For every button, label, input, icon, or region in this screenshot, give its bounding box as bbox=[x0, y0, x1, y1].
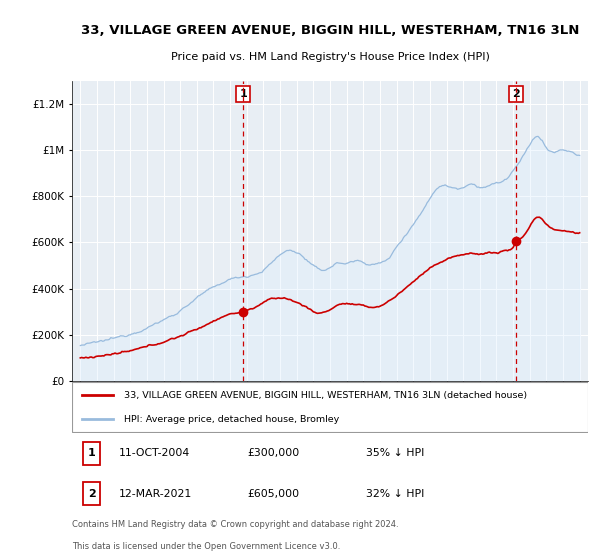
Text: 33, VILLAGE GREEN AVENUE, BIGGIN HILL, WESTERHAM, TN16 3LN: 33, VILLAGE GREEN AVENUE, BIGGIN HILL, W… bbox=[81, 25, 579, 38]
Text: 2: 2 bbox=[512, 89, 520, 99]
FancyBboxPatch shape bbox=[83, 442, 100, 465]
Text: 35% ↓ HPI: 35% ↓ HPI bbox=[366, 449, 424, 458]
Text: £605,000: £605,000 bbox=[247, 489, 299, 499]
Text: 11-OCT-2004: 11-OCT-2004 bbox=[118, 449, 190, 458]
Text: HPI: Average price, detached house, Bromley: HPI: Average price, detached house, Brom… bbox=[124, 414, 339, 423]
FancyBboxPatch shape bbox=[72, 382, 588, 432]
Text: Price paid vs. HM Land Registry's House Price Index (HPI): Price paid vs. HM Land Registry's House … bbox=[170, 52, 490, 62]
Text: 1: 1 bbox=[239, 89, 247, 99]
Text: 1: 1 bbox=[88, 449, 95, 458]
Text: 2: 2 bbox=[88, 489, 95, 499]
Text: Contains HM Land Registry data © Crown copyright and database right 2024.: Contains HM Land Registry data © Crown c… bbox=[72, 520, 398, 529]
FancyBboxPatch shape bbox=[83, 482, 100, 505]
Text: 32% ↓ HPI: 32% ↓ HPI bbox=[366, 489, 424, 499]
Text: 12-MAR-2021: 12-MAR-2021 bbox=[118, 489, 191, 499]
Text: £300,000: £300,000 bbox=[247, 449, 299, 458]
Text: 33, VILLAGE GREEN AVENUE, BIGGIN HILL, WESTERHAM, TN16 3LN (detached house): 33, VILLAGE GREEN AVENUE, BIGGIN HILL, W… bbox=[124, 391, 527, 400]
Text: This data is licensed under the Open Government Licence v3.0.: This data is licensed under the Open Gov… bbox=[72, 542, 340, 551]
